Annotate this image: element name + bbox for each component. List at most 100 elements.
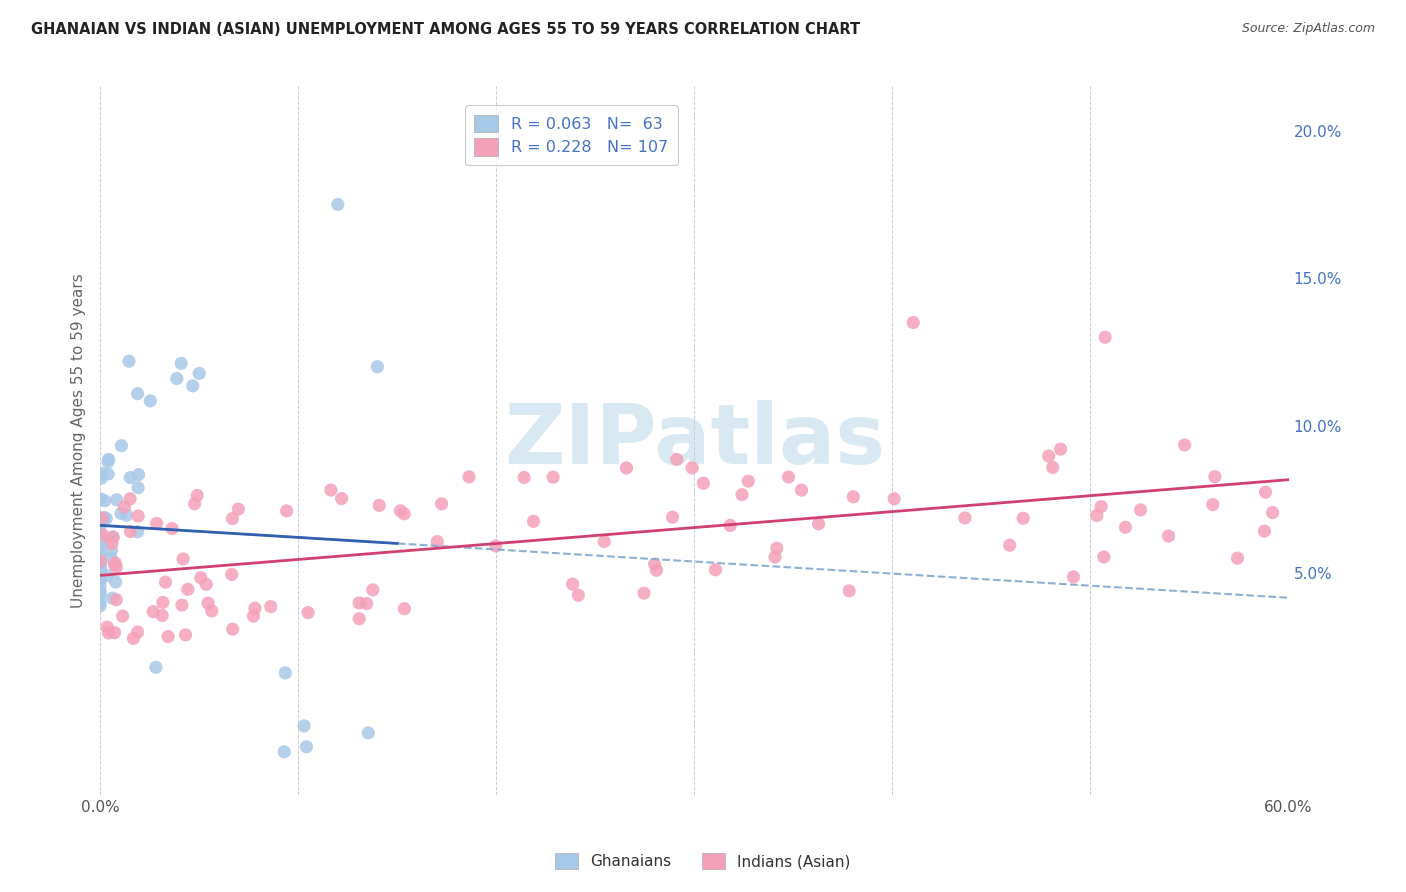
Point [89, 558, 111, 572]
Point [97, 452, 120, 467]
Point [181, 379, 204, 393]
Point [96, 568, 118, 582]
Point [644, 557, 666, 571]
Point [242, 609, 264, 624]
Point [103, 558, 125, 572]
Text: Source: ZipAtlas.com: Source: ZipAtlas.com [1241, 22, 1375, 36]
Point [704, 563, 727, 577]
Point [145, 660, 167, 674]
Y-axis label: Unemployment Among Ages 55 to 59 years: Unemployment Among Ages 55 to 59 years [72, 273, 86, 608]
Point [112, 500, 135, 514]
Point [110, 507, 132, 521]
Point [842, 490, 865, 504]
Point [103, 625, 125, 640]
Point [170, 598, 193, 612]
Point [89, 563, 111, 577]
Point [221, 622, 243, 636]
Point [101, 530, 124, 544]
Point [183, 497, 205, 511]
Point [692, 476, 714, 491]
Point [139, 393, 162, 408]
Point [97, 626, 120, 640]
Point [1254, 485, 1277, 500]
Point [150, 608, 173, 623]
Point [96, 511, 118, 525]
Point [105, 492, 128, 507]
Point [91, 528, 114, 542]
Point [89, 588, 111, 602]
Point [731, 488, 754, 502]
Point [89, 512, 111, 526]
Point [90, 535, 112, 549]
Point [93, 510, 115, 524]
Point [394, 601, 416, 615]
Point [681, 461, 703, 475]
Point [177, 582, 200, 597]
Point [718, 518, 741, 533]
Point [1085, 508, 1108, 523]
Point [221, 567, 243, 582]
Point [1049, 442, 1071, 456]
Point [105, 592, 128, 607]
Point [127, 386, 149, 401]
Point [142, 605, 165, 619]
Point [561, 577, 583, 591]
Point [243, 601, 266, 615]
Point [347, 612, 370, 626]
Point [145, 516, 167, 531]
Point [357, 726, 380, 740]
Point [104, 575, 127, 590]
Point [201, 604, 224, 618]
Point [616, 461, 638, 475]
Point [1094, 330, 1116, 344]
Point [89, 558, 111, 573]
Point [665, 452, 688, 467]
Point [567, 588, 589, 602]
Point [89, 559, 111, 574]
Point [513, 470, 536, 484]
Point [89, 516, 111, 530]
Point [1202, 498, 1225, 512]
Point [541, 470, 564, 484]
Point [97, 467, 120, 481]
Point [120, 491, 142, 506]
Point [790, 483, 813, 497]
Point [111, 609, 134, 624]
Point [765, 541, 787, 556]
Point [127, 625, 149, 640]
Point [292, 719, 315, 733]
Text: ZIPatlas: ZIPatlas [503, 400, 884, 481]
Point [593, 534, 616, 549]
Point [295, 739, 318, 754]
Point [633, 586, 655, 600]
Point [89, 579, 111, 593]
Point [89, 553, 111, 567]
Point [430, 497, 453, 511]
Point [221, 511, 243, 525]
Point [1090, 500, 1112, 514]
Point [645, 563, 668, 577]
Point [356, 597, 378, 611]
Point [89, 534, 111, 549]
Point [274, 665, 297, 680]
Legend: Ghanaians, Indians (Asian): Ghanaians, Indians (Asian) [550, 847, 856, 875]
Point [522, 514, 544, 528]
Point [1042, 460, 1064, 475]
Point [110, 439, 132, 453]
Point [89, 528, 111, 542]
Point [155, 575, 177, 590]
Point [195, 577, 218, 591]
Point [101, 591, 124, 606]
Point [1226, 551, 1249, 566]
Point [276, 504, 298, 518]
Point [838, 583, 860, 598]
Point [172, 552, 194, 566]
Point [1253, 524, 1275, 538]
Point [89, 574, 111, 588]
Legend: R = 0.063   N=  63, R = 0.228   N= 107: R = 0.063 N= 63, R = 0.228 N= 107 [464, 105, 678, 165]
Point [89, 532, 111, 546]
Point [89, 548, 111, 562]
Point [1114, 520, 1136, 534]
Point [330, 491, 353, 506]
Point [105, 560, 128, 574]
